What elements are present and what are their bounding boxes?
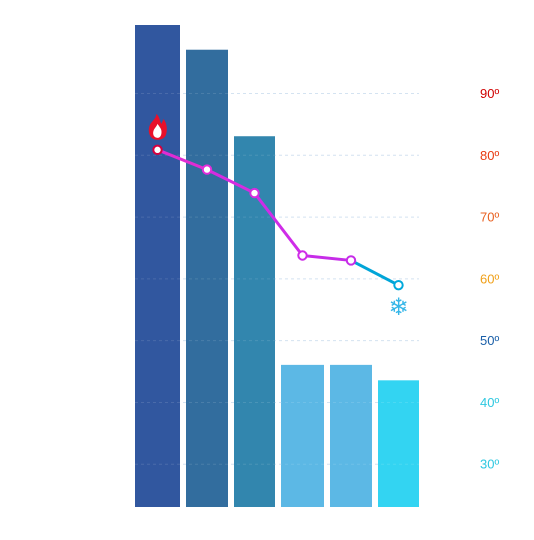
bar-series xyxy=(135,25,419,507)
bar xyxy=(186,49,228,507)
flame-icon xyxy=(148,113,167,140)
y-tick-label: 60º xyxy=(480,271,499,286)
line-point xyxy=(393,279,404,291)
line-point xyxy=(297,250,308,261)
y-axis-tick-labels: 90º 80º 70º 60º 50º 40º 30º xyxy=(480,86,499,472)
line-segment xyxy=(349,258,400,287)
y-tick-label: 80º xyxy=(480,148,499,163)
line-segment xyxy=(301,253,353,262)
y-tick-label: 40º xyxy=(480,395,499,410)
bar xyxy=(135,25,180,507)
y-tick-label: 70º xyxy=(480,210,499,225)
line-segment xyxy=(156,148,209,172)
line-segment xyxy=(253,191,304,257)
line-point xyxy=(152,144,163,156)
line-point xyxy=(345,255,357,266)
snowflake-icon: ❄ xyxy=(388,293,408,321)
y-tick-label: 30º xyxy=(480,457,499,472)
bar xyxy=(281,364,324,507)
line-point xyxy=(249,187,260,199)
y-tick-label: 50º xyxy=(480,333,499,348)
line-segment xyxy=(205,168,256,195)
line-point xyxy=(201,164,213,175)
bar xyxy=(330,364,372,507)
bar xyxy=(378,380,419,507)
y-tick-label: 90º xyxy=(480,86,499,101)
line-markers xyxy=(152,144,404,291)
line-series xyxy=(156,148,400,287)
chart-icons: ❄ xyxy=(148,113,409,321)
